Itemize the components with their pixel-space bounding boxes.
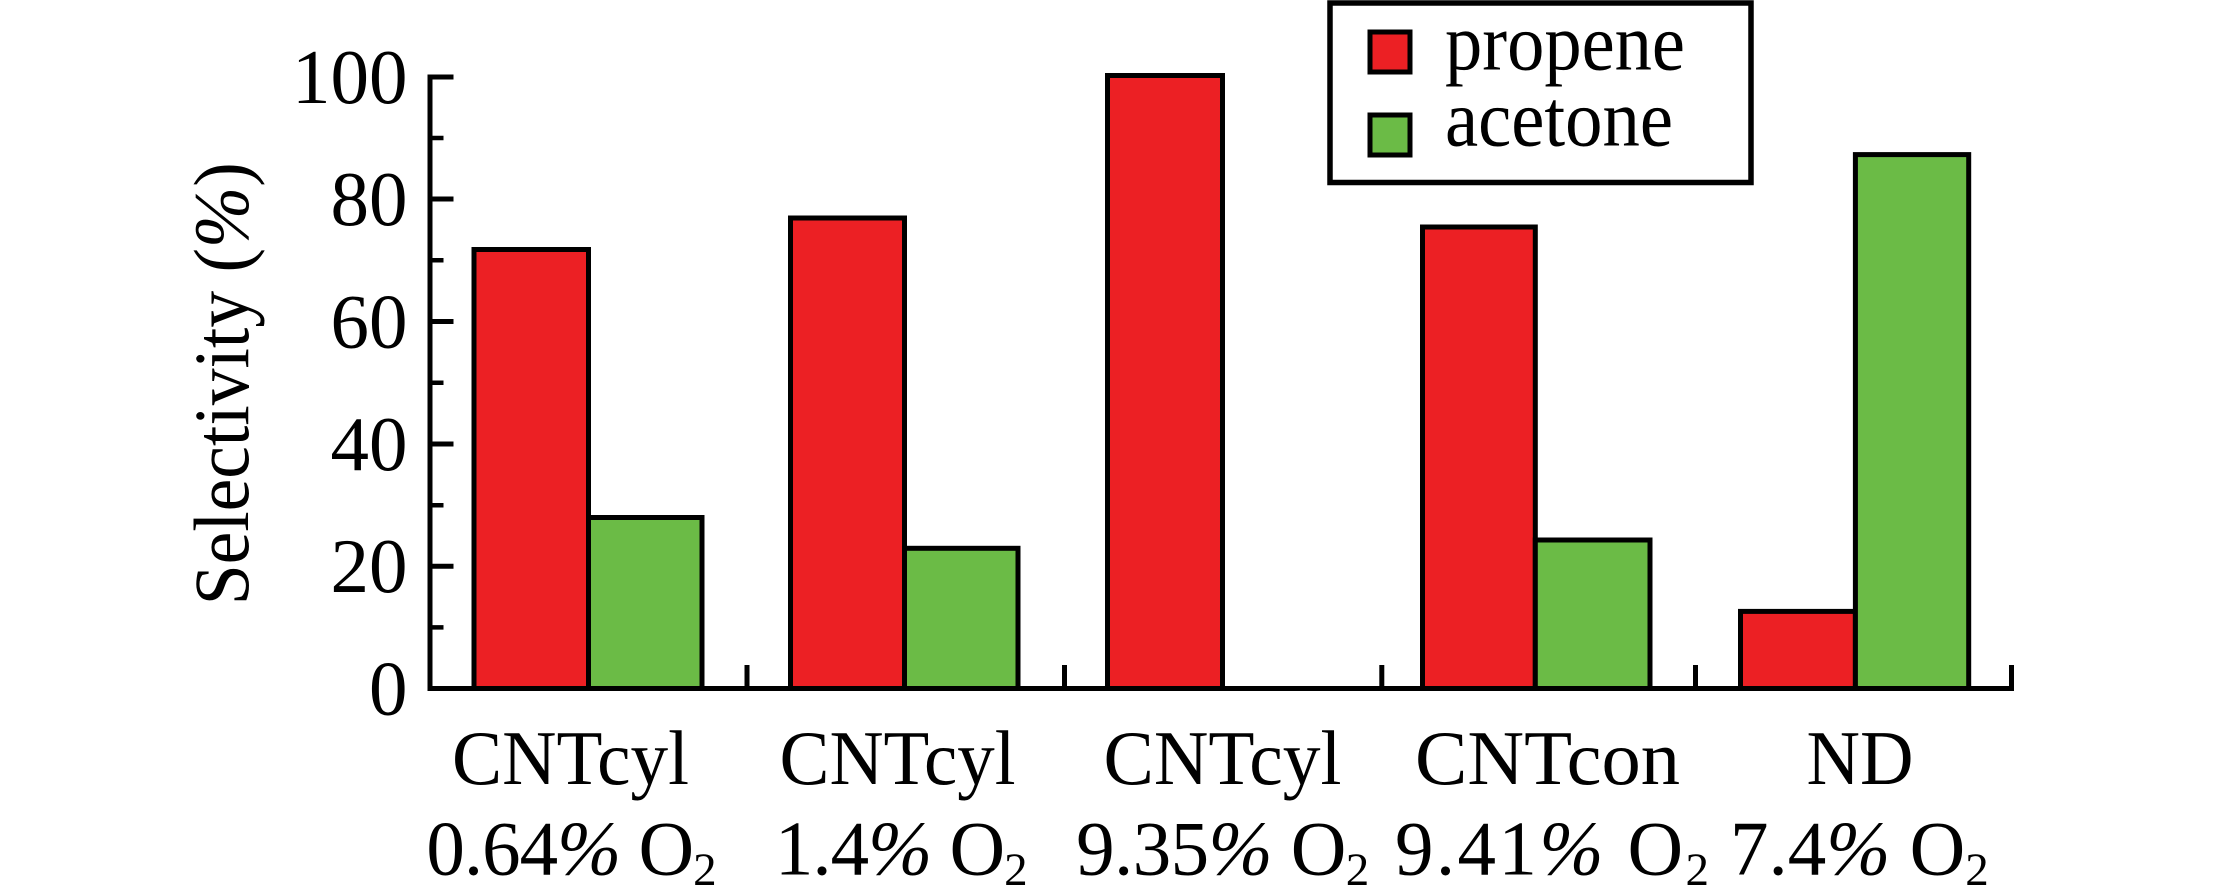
svg-text:9.41% O2: 9.41% O2 — [1395, 806, 1711, 886]
svg-text:7.4% O2: 7.4% O2 — [1730, 806, 1989, 886]
svg-text:1.4% O2: 1.4% O2 — [775, 806, 1027, 886]
svg-text:CNTcon: CNTcon — [1415, 715, 1680, 801]
svg-text:20: 20 — [331, 523, 408, 609]
svg-text:propene: propene — [1445, 0, 1685, 88]
svg-text:Selectivity (%): Selectivity (%) — [178, 162, 265, 605]
svg-text:0.64% O2: 0.64% O2 — [426, 806, 715, 886]
svg-text:40: 40 — [331, 401, 408, 487]
svg-text:0: 0 — [369, 646, 408, 732]
svg-text:60: 60 — [331, 279, 408, 365]
svg-text:9.35% O2: 9.35% O2 — [1076, 806, 1368, 886]
svg-text:ND: ND — [1807, 715, 1914, 801]
svg-text:80: 80 — [331, 156, 408, 242]
svg-text:CNTcyl: CNTcyl — [452, 715, 689, 801]
svg-text:CNTcyl: CNTcyl — [780, 715, 1016, 801]
svg-text:100: 100 — [292, 34, 408, 120]
svg-text:CNTcyl: CNTcyl — [1104, 715, 1342, 801]
svg-text:acetone: acetone — [1445, 76, 1673, 164]
